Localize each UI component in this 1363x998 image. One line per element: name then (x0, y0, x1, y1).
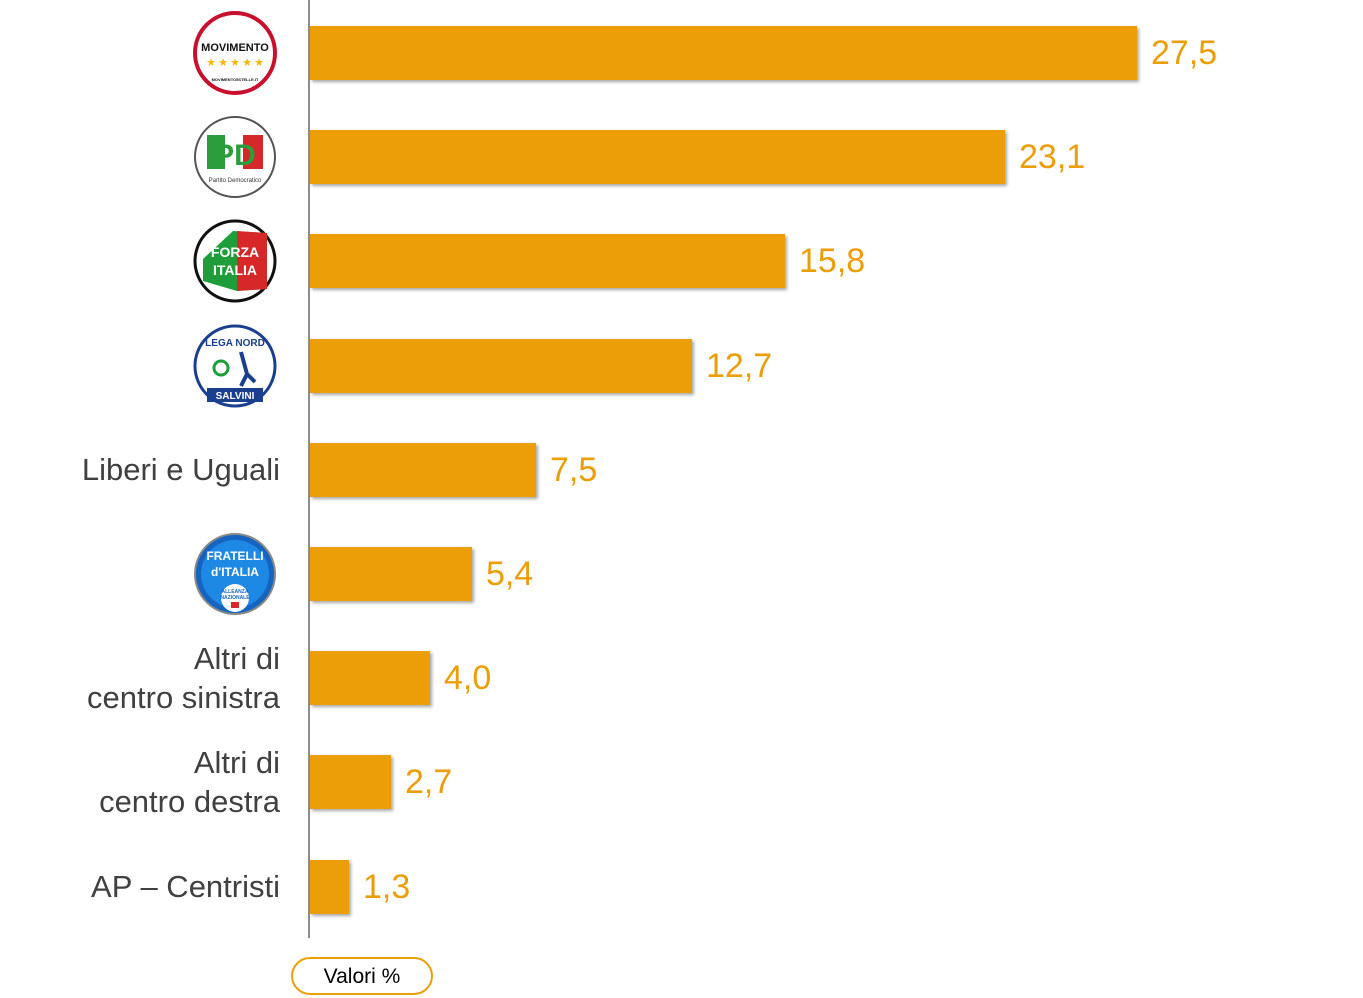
svg-text:MOVIMENTO5STELLE.IT: MOVIMENTO5STELLE.IT (212, 77, 259, 82)
unit-label: Valori % (291, 957, 433, 995)
bar (310, 26, 1137, 80)
svg-text:★: ★ (230, 56, 240, 69)
bar-value-label: 4,0 (444, 659, 492, 697)
bar-value-label: 12,7 (706, 347, 773, 385)
bar-value-label: 1,3 (363, 868, 411, 906)
bar-value-label: 15,8 (799, 242, 866, 280)
bar (310, 755, 391, 809)
category-label: Liberi e Uguali (81, 452, 280, 487)
bar (310, 443, 536, 497)
category-label: Altri di centro sinistra (87, 641, 280, 715)
svg-text:FORZA: FORZA (211, 244, 259, 260)
svg-text:ITALIA: ITALIA (213, 262, 257, 278)
svg-text:NAZIONALE: NAZIONALE (220, 595, 250, 601)
svg-text:PD: PD (214, 139, 256, 172)
m5s-logo-icon: MOVIMENTO★ ★ ★ ★ ★MOVIMENTO5STELLE.IT (193, 11, 277, 95)
svg-text:SALVINI: SALVINI (216, 391, 255, 402)
svg-text:Partito Democratico: Partito Democratico (209, 178, 262, 184)
svg-text:★: ★ (218, 56, 228, 69)
svg-text:★: ★ (242, 56, 252, 69)
svg-text:★: ★ (206, 56, 216, 69)
svg-text:d'ITALIA: d'ITALIA (211, 565, 259, 579)
bar-value-label: 23,1 (1019, 138, 1086, 176)
bar (310, 651, 430, 705)
category-label: AP – Centristi (91, 869, 280, 904)
svg-text:MOVIMENTO: MOVIMENTO (201, 42, 269, 54)
pd-logo-icon: PD Partito Democratico (194, 116, 276, 198)
bar-value-label: 7,5 (550, 451, 598, 489)
bar-value-label: 5,4 (486, 555, 534, 593)
bar (310, 339, 692, 393)
bar-value-label: 27,5 (1151, 34, 1218, 72)
bar (310, 547, 472, 601)
lega-nord-logo-icon: LEGA NORD SALVINI (193, 324, 277, 408)
svg-text:ALLEANZA: ALLEANZA (222, 589, 249, 595)
bar (310, 860, 349, 914)
forza-italia-logo-icon: FORZA ITALIA (193, 219, 277, 303)
svg-text:LEGA NORD: LEGA NORD (205, 338, 265, 349)
y-axis-line (308, 0, 310, 938)
bar (310, 234, 785, 288)
bar-value-label: 2,7 (405, 763, 453, 801)
bar (310, 130, 1005, 184)
svg-text:★: ★ (254, 56, 264, 69)
category-label: Altri di centro destra (99, 745, 280, 819)
svg-text:FRATELLI: FRATELLI (206, 549, 263, 563)
